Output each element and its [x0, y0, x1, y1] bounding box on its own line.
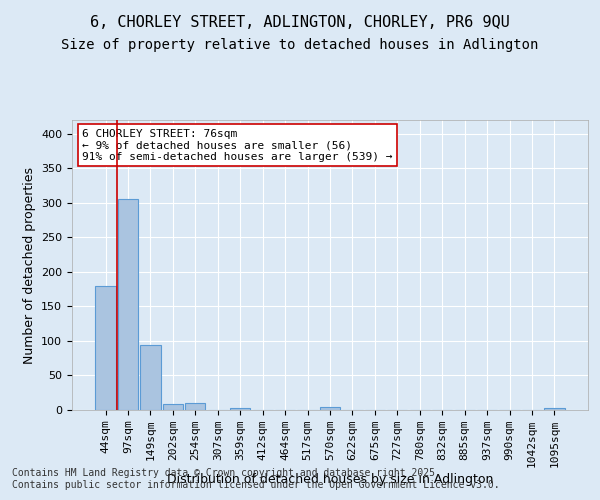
Y-axis label: Number of detached properties: Number of detached properties	[23, 166, 35, 364]
Bar	[320, 407, 340, 410]
Text: Size of property relative to detached houses in Adlington: Size of property relative to detached ho…	[61, 38, 539, 52]
Bar	[185, 403, 205, 410]
Bar	[544, 408, 565, 410]
X-axis label: Distribution of detached houses by size in Adlington: Distribution of detached houses by size …	[167, 472, 493, 486]
Bar	[163, 404, 183, 410]
Text: 6 CHORLEY STREET: 76sqm
← 9% of detached houses are smaller (56)
91% of semi-det: 6 CHORLEY STREET: 76sqm ← 9% of detached…	[82, 128, 393, 162]
Bar	[95, 286, 116, 410]
Text: Contains HM Land Registry data © Crown copyright and database right 2025.
Contai: Contains HM Land Registry data © Crown c…	[12, 468, 500, 490]
Bar	[118, 200, 138, 410]
Text: 6, CHORLEY STREET, ADLINGTON, CHORLEY, PR6 9QU: 6, CHORLEY STREET, ADLINGTON, CHORLEY, P…	[90, 15, 510, 30]
Bar	[140, 345, 161, 410]
Bar	[230, 408, 250, 410]
